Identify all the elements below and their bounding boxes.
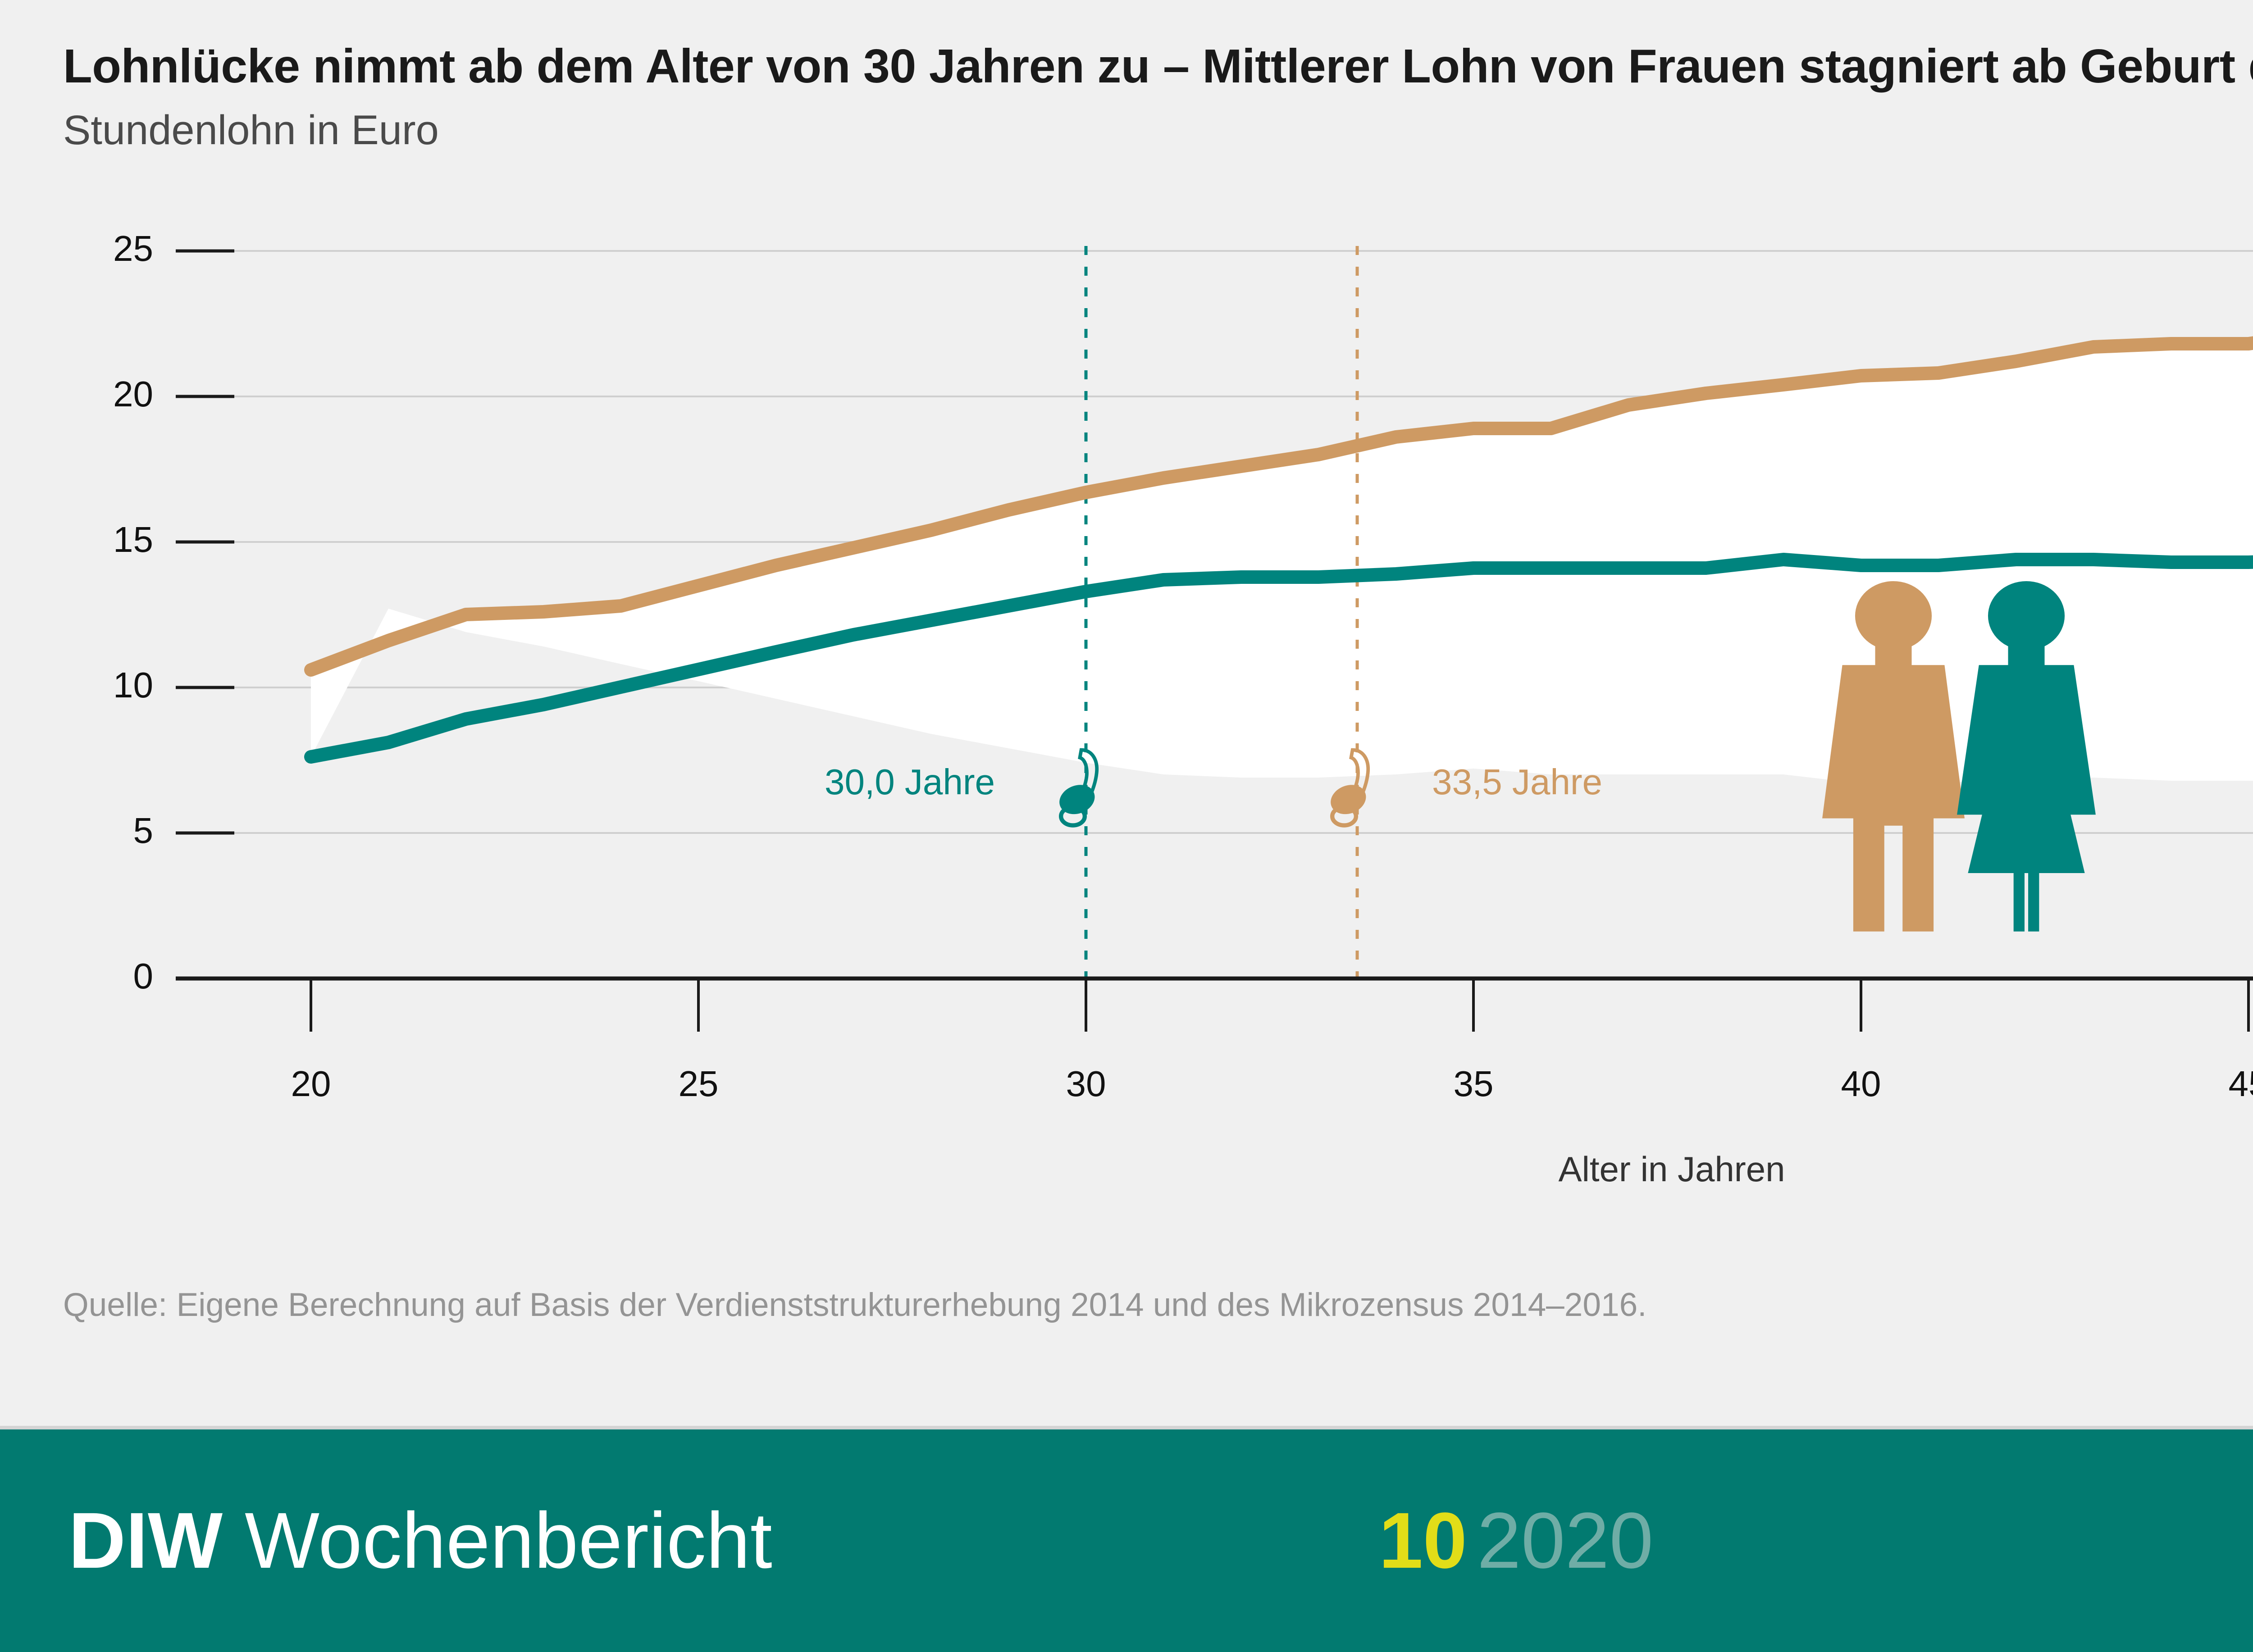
man-figure-icon bbox=[1822, 581, 1965, 932]
page-title: Lohnlücke nimmt ab dem Alter von 30 Jahr… bbox=[63, 40, 2253, 93]
y-tick-label-20: 20 bbox=[113, 374, 153, 414]
x-tick-label-30: 30 bbox=[1066, 1064, 1106, 1104]
x-tick-label-40: 40 bbox=[1841, 1064, 1881, 1104]
annotation-mother-label: 30,0 Jahre bbox=[825, 762, 995, 802]
y-tick-label-0: 0 bbox=[133, 956, 154, 996]
series-line-women bbox=[304, 553, 2253, 764]
series-line-men bbox=[304, 336, 2253, 677]
x-axis-ticks bbox=[310, 978, 2250, 1032]
annotation-mother-age: 30,0 Jahre bbox=[825, 761, 1007, 803]
annotation-father-age: 33,5 Jahre bbox=[1424, 761, 1602, 803]
footer-issue: 10 2020 bbox=[1379, 1495, 1653, 1586]
y-tick-label-10: 10 bbox=[113, 665, 153, 705]
x-tick-label-35: 35 bbox=[1453, 1064, 1494, 1104]
chart-subtitle: Stundenlohn in Euro bbox=[63, 107, 439, 154]
y-tick-label-15: 15 bbox=[113, 519, 153, 560]
y-axis-ticks bbox=[176, 249, 234, 980]
chart-header: Lohnlücke nimmt ab dem Alter von 30 Jahr… bbox=[63, 41, 2253, 153]
footer-issue-year: 2020 bbox=[1477, 1497, 1654, 1585]
source-row: Quelle: Eigene Berechnung auf Basis der … bbox=[63, 1286, 2253, 1324]
footer-issue-number: 10 bbox=[1379, 1497, 1467, 1585]
y-tick-label-25: 25 bbox=[113, 228, 153, 269]
footer-divider bbox=[0, 1426, 2253, 1429]
footer-brand-diw: DIW bbox=[68, 1497, 223, 1585]
x-tick-label-25: 25 bbox=[678, 1064, 719, 1104]
woman-figure-icon bbox=[1957, 581, 2096, 932]
source-note: Quelle: Eigene Berechnung auf Basis der … bbox=[63, 1287, 1647, 1323]
chart-area-between-series bbox=[311, 343, 2253, 783]
x-tick-label-45: 45 bbox=[2228, 1064, 2253, 1104]
y-tick-label-5: 5 bbox=[133, 810, 154, 851]
footer-brand: DIW Wochenbericht bbox=[68, 1495, 772, 1586]
chart-plot-area: 25 20 15 10 5 0 20 25 30 35 40 45 50 55 … bbox=[0, 228, 2253, 1225]
chart-svg bbox=[176, 234, 2253, 1032]
x-axis-title: Alter in Jahren bbox=[1558, 1149, 1785, 1189]
x-tick-label-20: 20 bbox=[291, 1064, 331, 1104]
footer-brand-word: Wochenbericht bbox=[245, 1497, 772, 1585]
annotation-father-label: 33,5 Jahre bbox=[1432, 762, 1603, 802]
